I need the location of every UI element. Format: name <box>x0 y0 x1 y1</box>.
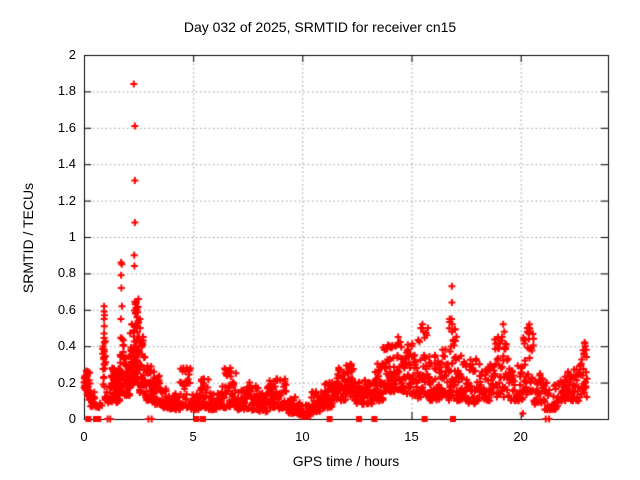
y-tick-label: 0.8 <box>57 265 76 281</box>
y-tick-label: 0 <box>68 411 76 426</box>
y-tick-label: 1.6 <box>57 119 76 135</box>
y-tick-label: 0.4 <box>57 338 76 354</box>
x-tick-label: 15 <box>404 429 419 444</box>
x-tick-label: 10 <box>295 429 310 444</box>
y-tick-label: 1 <box>68 229 76 244</box>
y-tick-label: 1.2 <box>57 192 76 208</box>
y-tick-label: 1.4 <box>57 156 76 172</box>
y-tick-label: 2 <box>68 47 76 62</box>
y-tick-label: 1.8 <box>57 83 76 99</box>
chart-title: Day 032 of 2025, SRMTID for receiver cn1… <box>183 19 457 35</box>
x-tick-label: 5 <box>189 429 197 444</box>
x-axis-label: GPS time / hours <box>292 453 400 469</box>
y-tick-label: 0.2 <box>57 374 76 390</box>
y-tick-label: 0.6 <box>57 301 76 317</box>
x-tick-label: 20 <box>513 429 528 444</box>
x-tick-label: 0 <box>80 429 88 444</box>
